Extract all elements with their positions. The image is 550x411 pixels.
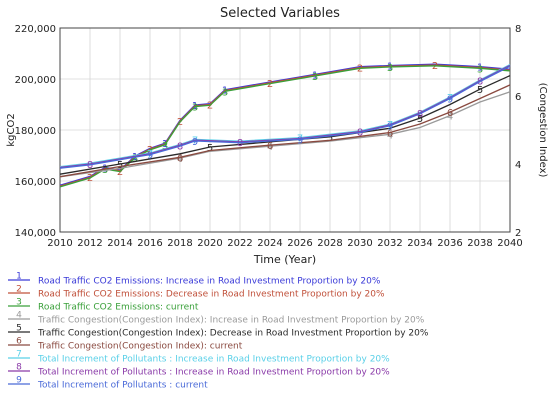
- series-marker-9: 9: [147, 151, 153, 162]
- series-marker-9: 9: [447, 95, 453, 106]
- series-line-5: [59, 75, 511, 175]
- y-right-axis-label: (Congestion Index): [537, 83, 548, 178]
- series-marker-8: 8: [87, 160, 93, 171]
- series-marker-5: 5: [207, 143, 213, 154]
- y-left-tick-label: 140,000: [15, 228, 56, 239]
- x-tick-label: 2038: [467, 238, 492, 249]
- x-tick-label: 2026: [287, 238, 312, 249]
- x-axis-label: Time (Year): [253, 253, 316, 266]
- series-marker-3: 3: [387, 63, 393, 74]
- x-tick-label: 2036: [437, 238, 462, 249]
- series-line-7: [59, 64, 511, 168]
- y-right-tick-label: 2: [515, 228, 521, 239]
- y-left-tick-label: 200,000: [15, 75, 56, 86]
- x-tick-label: 2040: [497, 238, 522, 249]
- series-marker-2: 2: [432, 61, 438, 72]
- series-marker-9: 9: [387, 122, 393, 133]
- series-marker-5: 5: [417, 114, 423, 125]
- legend-marker: 6: [16, 337, 22, 347]
- series-marker-8: 8: [177, 141, 183, 152]
- series-line-1: [59, 63, 511, 186]
- x-tick-label: 2020: [197, 238, 222, 249]
- series-marker-6: 6: [447, 108, 453, 119]
- legend-marker: 7: [16, 350, 22, 360]
- legend-marker: 9: [16, 376, 22, 386]
- legend-entry: Total Increment of Pollutants : current: [37, 381, 208, 391]
- y-left-tick-label: 160,000: [15, 177, 56, 188]
- series-marker-3: 3: [222, 87, 228, 98]
- x-tick-label: 2016: [137, 238, 162, 249]
- legend-marker: 8: [16, 363, 22, 373]
- legend-entry: Traffic Congestion(Congestion Index): De…: [37, 329, 429, 339]
- y-left-tick-label: 180,000: [15, 126, 56, 137]
- series-marker-2: 2: [267, 79, 273, 90]
- legend-entry: Traffic Congestion(Congestion Index): cu…: [37, 342, 243, 352]
- x-tick-label: 2014: [107, 238, 132, 249]
- series-marker-5: 5: [327, 133, 333, 144]
- series-marker-6: 6: [267, 141, 273, 152]
- y-left-tick-label: 220,000: [15, 24, 56, 35]
- x-tick-label: 2022: [227, 238, 252, 249]
- x-tick-label: 2010: [47, 238, 72, 249]
- series-marker-6: 6: [387, 129, 393, 140]
- series-marker-4: 4: [267, 142, 273, 153]
- legend-entry: Traffic Congestion(Congestion Index): In…: [37, 316, 425, 326]
- chart-title: Selected Variables: [220, 6, 340, 21]
- x-tick-label: 2030: [347, 238, 372, 249]
- legend-marker: 5: [16, 324, 22, 334]
- y-left-axis-label: kgCO2: [6, 113, 17, 146]
- series-marker-9: 9: [192, 137, 198, 148]
- series-marker-5: 5: [117, 160, 123, 171]
- legend-marker: 2: [16, 285, 22, 295]
- series-line-3: [59, 65, 511, 188]
- legend-marker: 4: [16, 311, 22, 321]
- series-line-9: [59, 65, 511, 169]
- x-tick-label: 2028: [317, 238, 342, 249]
- series-marker-6: 6: [177, 153, 183, 164]
- y-right-tick-label: 4: [515, 160, 521, 171]
- x-tick-label: 2012: [77, 238, 102, 249]
- series-line-6: [59, 84, 511, 178]
- series-marker-4: 4: [387, 130, 393, 141]
- x-tick-label: 2032: [377, 238, 402, 249]
- series-marker-8: 8: [417, 109, 423, 120]
- series-marker-9: 9: [297, 135, 303, 146]
- series-line-4: [59, 91, 511, 178]
- legend-entry: Total Increment of Pollutants : Increase…: [37, 355, 390, 365]
- x-tick-label: 2034: [407, 238, 432, 249]
- legend-marker: 3: [16, 298, 22, 308]
- plot-frame: [59, 27, 511, 233]
- series-marker-3: 3: [192, 103, 198, 114]
- series-marker-2: 2: [117, 167, 123, 178]
- series-marker-2: 2: [207, 101, 213, 112]
- legend-entry: Total Increment of Pollutants : Increase…: [37, 368, 390, 378]
- series-marker-3: 3: [132, 154, 138, 165]
- x-tick-label: 2024: [257, 238, 282, 249]
- series-marker-3: 3: [162, 141, 168, 152]
- series-marker-5: 5: [477, 85, 483, 96]
- series-marker-4: 4: [177, 154, 183, 165]
- x-tick-label: 2018: [167, 238, 192, 249]
- y-right-tick-label: 6: [515, 92, 521, 103]
- series-marker-3: 3: [477, 64, 483, 75]
- series-line-8: [59, 64, 511, 169]
- legend-entry: Road Traffic CO2 Emissions: Increase in …: [38, 277, 381, 287]
- series-marker-8: 8: [237, 138, 243, 149]
- legend-entry: Road Traffic CO2 Emissions: current: [38, 303, 199, 313]
- series-line-2: [59, 64, 511, 187]
- legend-marker: 1: [16, 272, 22, 282]
- y-right-tick-label: 8: [515, 24, 521, 35]
- series-marker-2: 2: [357, 64, 363, 75]
- series-marker-8: 8: [357, 128, 363, 139]
- series-marker-4: 4: [447, 112, 453, 123]
- legend-entry: Road Traffic CO2 Emissions: Decrease in …: [38, 290, 385, 300]
- series-marker-3: 3: [312, 72, 318, 83]
